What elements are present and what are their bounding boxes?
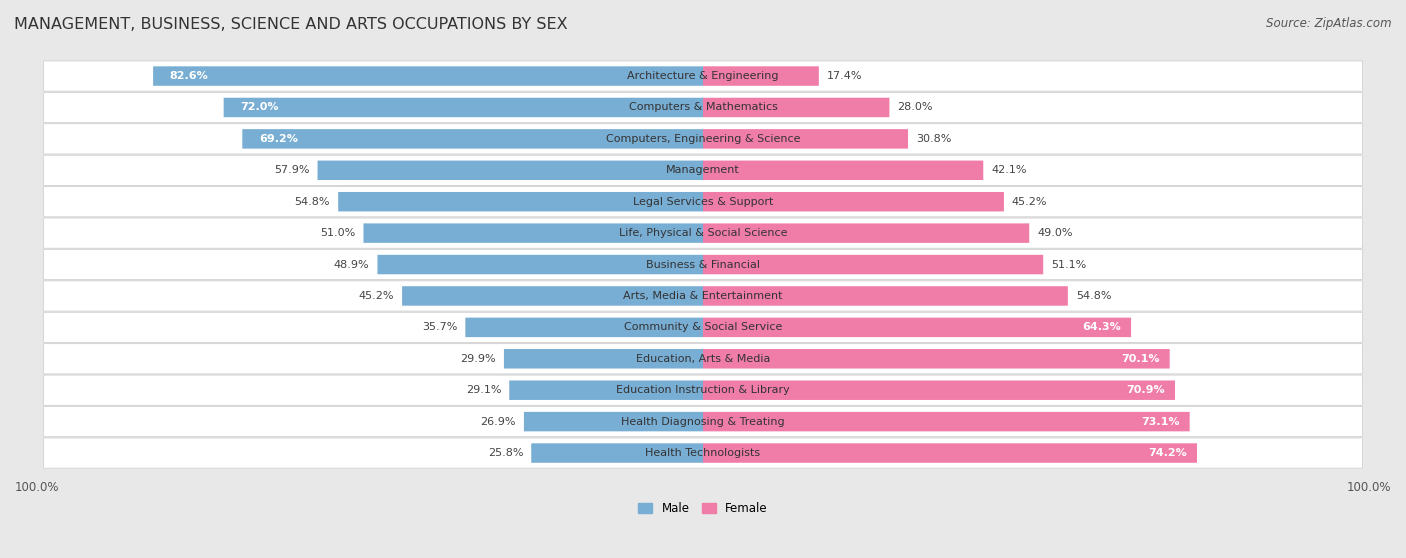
FancyBboxPatch shape [242,129,703,148]
FancyBboxPatch shape [703,318,1130,337]
FancyBboxPatch shape [703,381,1175,400]
FancyBboxPatch shape [377,255,703,275]
Text: Management: Management [666,165,740,175]
Text: 45.2%: 45.2% [359,291,394,301]
Text: Legal Services & Support: Legal Services & Support [633,197,773,206]
Legend: Male, Female: Male, Female [634,497,772,519]
Text: Arts, Media & Entertainment: Arts, Media & Entertainment [623,291,783,301]
FancyBboxPatch shape [364,223,703,243]
FancyBboxPatch shape [44,281,1362,311]
FancyBboxPatch shape [503,349,703,368]
Text: Health Diagnosing & Treating: Health Diagnosing & Treating [621,417,785,427]
Text: 57.9%: 57.9% [274,165,309,175]
FancyBboxPatch shape [44,93,1362,123]
FancyBboxPatch shape [402,286,703,306]
FancyBboxPatch shape [318,161,703,180]
FancyBboxPatch shape [703,161,983,180]
FancyBboxPatch shape [44,186,1362,217]
Text: Education, Arts & Media: Education, Arts & Media [636,354,770,364]
Text: 35.7%: 35.7% [422,323,457,333]
Text: 54.8%: 54.8% [295,197,330,206]
Text: 25.8%: 25.8% [488,448,523,458]
Text: 69.2%: 69.2% [259,134,298,144]
Text: Source: ZipAtlas.com: Source: ZipAtlas.com [1267,17,1392,30]
FancyBboxPatch shape [44,344,1362,374]
FancyBboxPatch shape [44,218,1362,248]
Text: 42.1%: 42.1% [991,165,1026,175]
FancyBboxPatch shape [339,192,703,211]
FancyBboxPatch shape [703,223,1029,243]
Text: MANAGEMENT, BUSINESS, SCIENCE AND ARTS OCCUPATIONS BY SEX: MANAGEMENT, BUSINESS, SCIENCE AND ARTS O… [14,17,568,32]
FancyBboxPatch shape [44,438,1362,468]
Text: 26.9%: 26.9% [481,417,516,427]
FancyBboxPatch shape [703,192,1004,211]
Text: Life, Physical & Social Science: Life, Physical & Social Science [619,228,787,238]
Text: 73.1%: 73.1% [1142,417,1180,427]
Text: 17.4%: 17.4% [827,71,862,81]
Text: 54.8%: 54.8% [1076,291,1111,301]
Text: 64.3%: 64.3% [1083,323,1121,333]
FancyBboxPatch shape [703,98,890,117]
FancyBboxPatch shape [703,66,818,86]
FancyBboxPatch shape [44,312,1362,343]
Text: 45.2%: 45.2% [1012,197,1047,206]
FancyBboxPatch shape [703,129,908,148]
FancyBboxPatch shape [703,286,1067,306]
Text: Business & Financial: Business & Financial [645,259,761,270]
FancyBboxPatch shape [44,155,1362,185]
Text: 49.0%: 49.0% [1038,228,1073,238]
Text: 70.1%: 70.1% [1121,354,1160,364]
FancyBboxPatch shape [465,318,703,337]
Text: 82.6%: 82.6% [170,71,208,81]
FancyBboxPatch shape [703,255,1043,275]
FancyBboxPatch shape [703,412,1189,431]
FancyBboxPatch shape [44,407,1362,437]
Text: Computers, Engineering & Science: Computers, Engineering & Science [606,134,800,144]
Text: 29.1%: 29.1% [465,385,502,395]
Text: 74.2%: 74.2% [1149,448,1187,458]
Text: 51.0%: 51.0% [321,228,356,238]
Text: 30.8%: 30.8% [917,134,952,144]
FancyBboxPatch shape [703,443,1197,463]
FancyBboxPatch shape [703,349,1170,368]
FancyBboxPatch shape [509,381,703,400]
FancyBboxPatch shape [44,124,1362,154]
Text: Community & Social Service: Community & Social Service [624,323,782,333]
Text: 72.0%: 72.0% [240,103,278,113]
Text: 29.9%: 29.9% [460,354,496,364]
Text: Health Technologists: Health Technologists [645,448,761,458]
FancyBboxPatch shape [224,98,703,117]
FancyBboxPatch shape [524,412,703,431]
FancyBboxPatch shape [153,66,703,86]
Text: Computers & Mathematics: Computers & Mathematics [628,103,778,113]
FancyBboxPatch shape [44,249,1362,280]
FancyBboxPatch shape [44,375,1362,405]
Text: 70.9%: 70.9% [1126,385,1166,395]
Text: 51.1%: 51.1% [1052,259,1087,270]
FancyBboxPatch shape [531,443,703,463]
Text: Education Instruction & Library: Education Instruction & Library [616,385,790,395]
Text: 28.0%: 28.0% [897,103,934,113]
FancyBboxPatch shape [44,61,1362,91]
Text: Architecture & Engineering: Architecture & Engineering [627,71,779,81]
Text: 48.9%: 48.9% [333,259,370,270]
